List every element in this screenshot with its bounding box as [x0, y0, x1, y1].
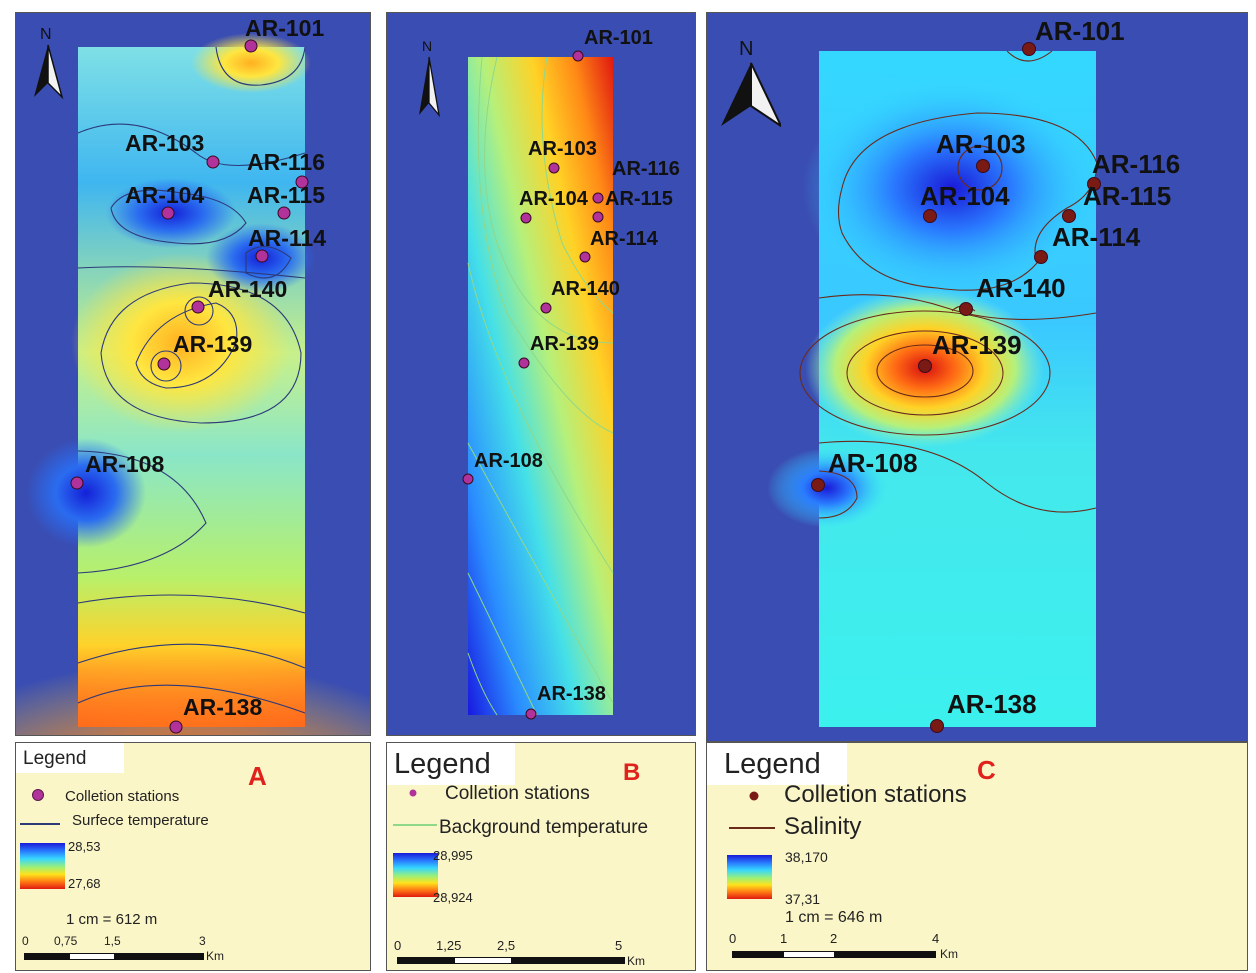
- scale-tick-a-3: 3: [199, 934, 206, 948]
- scale-unit-a: Km: [206, 949, 224, 963]
- legend-stations-label-a: Colletion stations: [65, 788, 180, 805]
- scale-tick-a-2: 1,5: [104, 934, 121, 948]
- scale-tick-b-3: 5: [615, 938, 623, 953]
- scale-tick-c-1: 1: [780, 931, 788, 946]
- color-ramp-c: [727, 855, 772, 899]
- legend-panel-b: Legend B Colletion stations Background t…: [386, 742, 696, 971]
- panel-letter-b: B: [623, 759, 641, 786]
- contour-line-icon-b: [393, 824, 437, 826]
- scale-bar-a: [24, 953, 204, 960]
- north-arrow-icon-a: N: [24, 21, 74, 106]
- station-marker-icon-b: [409, 789, 417, 797]
- color-ramp-b: [393, 853, 438, 897]
- north-letter-b: N: [422, 38, 432, 54]
- scale-tick-c-0: 0: [729, 931, 737, 946]
- color-ramp-a: [20, 843, 65, 889]
- scale-tick-a-1: 0,75: [54, 934, 78, 948]
- station-marker-icon-a: [32, 789, 44, 801]
- ramp-low-a: 27,68: [68, 876, 101, 891]
- legend-contour-label-c: Salinity: [784, 813, 862, 840]
- map-c-svg: [767, 50, 1102, 727]
- legend-title-a: Legend: [23, 748, 87, 769]
- map-panel-b: N: [386, 12, 696, 736]
- legend-panel-a: Legend A Colletion stations Surfece temp…: [15, 742, 371, 971]
- ramp-low-b: 28,924: [433, 890, 473, 905]
- north-arrow-icon-b: N: [409, 35, 449, 130]
- station-marker-icon-c: [749, 791, 759, 801]
- contour-line-icon-c: [729, 827, 775, 829]
- ramp-high-c: 38,170: [785, 849, 828, 865]
- legend-title-c: Legend: [724, 748, 821, 780]
- map-a-svg: [16, 33, 370, 735]
- ramp-high-b: 28,995: [433, 848, 473, 863]
- legend-panel-c: Legend C Colletion stations Salinity 38,…: [706, 742, 1248, 971]
- legend-stations-label-b: Colletion stations: [445, 783, 590, 804]
- scale-text-a: 1 cm = 612 m: [66, 911, 158, 928]
- legend-title-b: Legend: [394, 748, 491, 780]
- panel-letter-a: A: [248, 761, 267, 791]
- scale-tick-b-2: 2,5: [497, 938, 516, 953]
- contour-lines-a: [77, 46, 306, 714]
- scale-tick-b-0: 0: [394, 938, 402, 953]
- scale-unit-c: Km: [940, 947, 958, 961]
- legend-contour-label-b: Background temperature: [439, 817, 649, 838]
- scale-bar-b: [397, 957, 625, 964]
- north-arrow-icon-c: N: [711, 31, 784, 146]
- legend-contour-label-a: Surfece temperature: [72, 812, 209, 829]
- map-panel-c: N: [706, 12, 1248, 742]
- ramp-low-c: 37,31: [785, 891, 821, 907]
- north-letter-c: N: [739, 38, 753, 60]
- map-panel-a: N: [15, 12, 371, 736]
- scale-bar-c: [732, 951, 936, 958]
- scale-tick-a-0: 0: [22, 934, 29, 948]
- panel-letter-c: C: [977, 755, 996, 785]
- scale-unit-b: Km: [627, 954, 645, 968]
- contour-lines-b: [467, 56, 614, 716]
- north-letter-a: N: [40, 26, 52, 43]
- scale-tick-c-2: 2: [830, 931, 838, 946]
- ramp-high-a: 28,53: [68, 839, 101, 854]
- scale-tick-c-3: 4: [932, 931, 940, 946]
- legend-stations-label-c: Colletion stations: [784, 781, 967, 808]
- scale-text-c: 1 cm = 646 m: [785, 909, 883, 926]
- map-b-svg: [467, 56, 614, 716]
- scale-tick-b-1: 1,25: [436, 938, 462, 953]
- contour-line-icon-a: [20, 823, 60, 825]
